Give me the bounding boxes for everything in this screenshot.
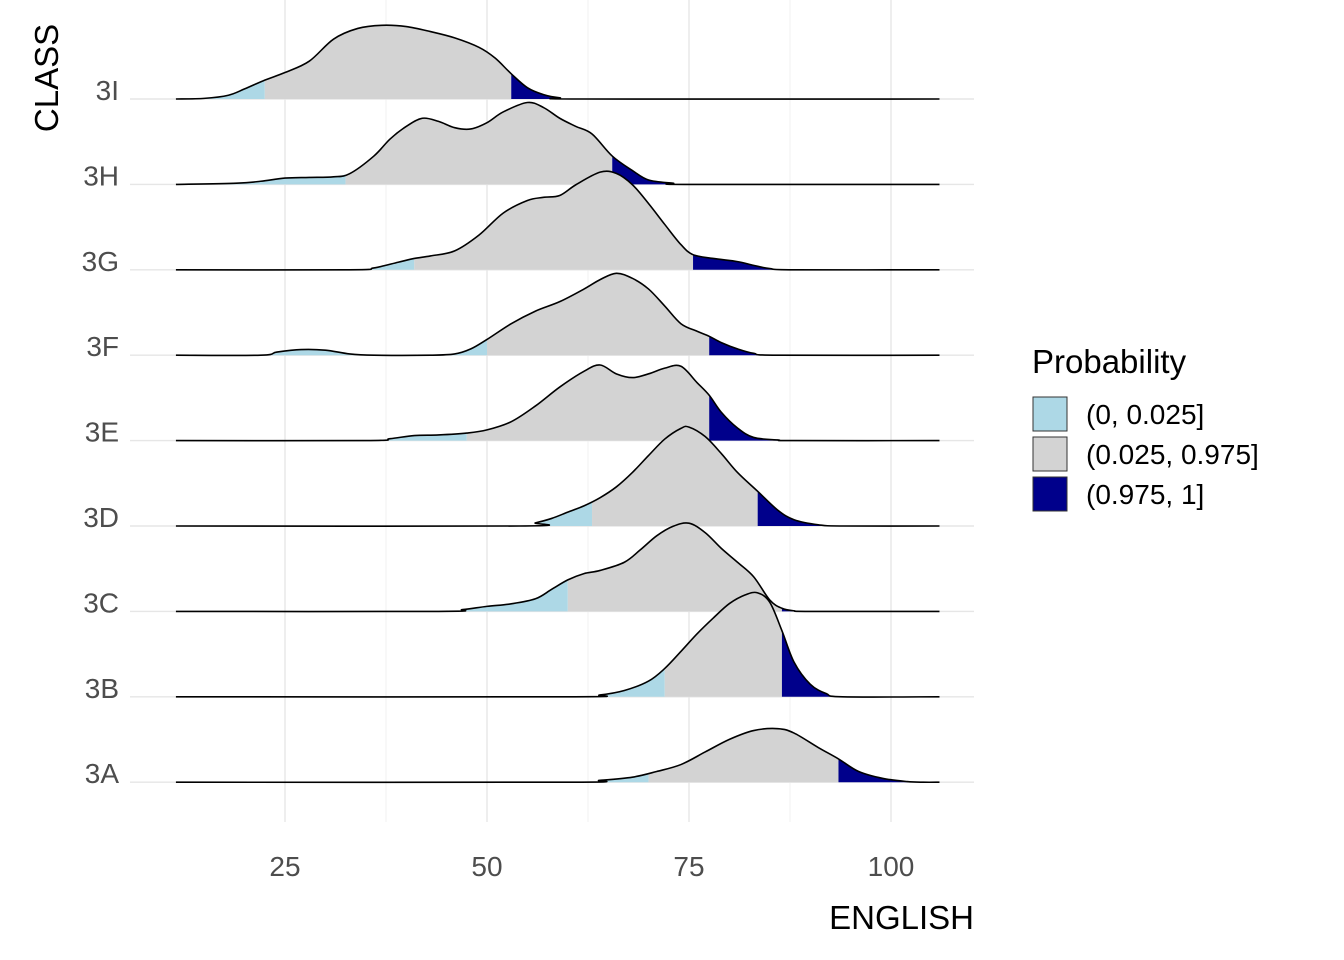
x-tick-label: 75 <box>673 851 704 882</box>
ridge-3B <box>175 591 940 698</box>
ridge-3D-low-tail-fill <box>175 501 593 527</box>
ridge-3H-low-tail-fill <box>175 174 346 185</box>
ridge-3I-outline <box>175 24 940 100</box>
ridge-3C-central-fill <box>567 522 782 612</box>
y-tick-label: 3B <box>85 673 119 704</box>
legend: Probability (0, 0.025] (0.025, 0.975] (0.9… <box>1032 343 1259 512</box>
x-tick-label: 100 <box>868 851 915 882</box>
legend-title: Probability <box>1032 343 1187 380</box>
ridge-3G-low-tail-fill <box>175 258 415 270</box>
legend-swatch <box>1032 476 1068 512</box>
ridge-3B-low-tail-fill <box>175 668 665 697</box>
ridge-3D-high-tail-fill <box>757 491 940 527</box>
ridge-3A-low-tail-fill <box>175 773 649 783</box>
x-axis-title: ENGLISH <box>829 899 974 936</box>
legend-swatch <box>1032 396 1068 432</box>
ridge-3I <box>175 24 940 100</box>
ridge-3D <box>175 425 940 528</box>
ridge-3H-high-tail-fill <box>612 156 940 185</box>
ridge-3E-outline <box>175 364 940 442</box>
ridge-3D-central-fill <box>592 426 758 526</box>
ridge-3F <box>175 272 940 357</box>
y-tick-label: 3C <box>83 587 119 618</box>
ridge-3I-high-tail-fill <box>511 73 940 100</box>
ridge-3H-outline <box>175 101 940 186</box>
ridge-3D-outline <box>175 425 940 528</box>
ridge-3G-central-fill <box>414 171 694 270</box>
ridge-3C-outline <box>175 522 940 613</box>
y-tick-label: 3D <box>83 502 119 533</box>
ridge-3E-high-tail-fill <box>709 395 940 441</box>
y-tick-label: 3I <box>96 75 119 106</box>
ridge-3C <box>175 522 940 613</box>
ridge-3I-central-fill <box>264 25 512 99</box>
y-tick-label: 3F <box>86 331 119 362</box>
ridge-3F-low-tail-fill <box>175 339 488 356</box>
ridge-3A-outline <box>175 727 940 784</box>
ridge-3I-low-tail-fill <box>175 80 265 99</box>
ridge-plot-area <box>175 24 940 784</box>
ridge-3F-central-fill <box>487 273 710 356</box>
y-tick-label: 3E <box>85 417 119 448</box>
legend-label: (0.975, 1] <box>1086 479 1204 510</box>
y-tick-label: 3H <box>83 160 119 191</box>
ridge-3G-outline <box>175 170 940 271</box>
ridge-3F-outline <box>175 272 940 357</box>
y-tick-label: 3A <box>85 758 120 789</box>
ridge-3E-low-tail-fill <box>175 433 467 441</box>
ridge-3G <box>175 170 940 271</box>
ridge-3B-high-tail-fill <box>781 630 940 698</box>
ridge-3B-outline <box>175 591 940 698</box>
legend-swatch <box>1032 436 1068 472</box>
y-axis-title: CLASS <box>28 24 65 132</box>
x-tick-label: 50 <box>471 851 502 882</box>
legend-label: (0, 0.025] <box>1086 399 1204 430</box>
y-tick-labels: 3A 3B 3C 3D 3E 3F 3G 3H 3I <box>82 75 120 789</box>
ridge-3A-central-fill <box>648 728 839 783</box>
ridge-3G-high-tail-fill <box>693 254 940 270</box>
ridge-3E-central-fill <box>466 364 710 441</box>
legend-label: (0.025, 0.975] <box>1086 439 1259 470</box>
x-tick-label: 25 <box>269 851 300 882</box>
ridge-3B-central-fill <box>664 592 782 697</box>
x-tick-labels: 25 50 75 100 <box>269 851 914 882</box>
ridge-3F-high-tail-fill <box>709 336 940 356</box>
ridge-3E <box>175 364 940 442</box>
y-tick-label: 3G <box>82 246 119 277</box>
ridge-3A <box>175 727 940 784</box>
legend-items: (0, 0.025] (0.025, 0.975] (0.975, 1] <box>1032 396 1259 512</box>
ridge-3C-low-tail-fill <box>175 579 568 612</box>
ridge-3H <box>175 101 940 186</box>
ridge-3A-high-tail-fill <box>838 758 940 783</box>
